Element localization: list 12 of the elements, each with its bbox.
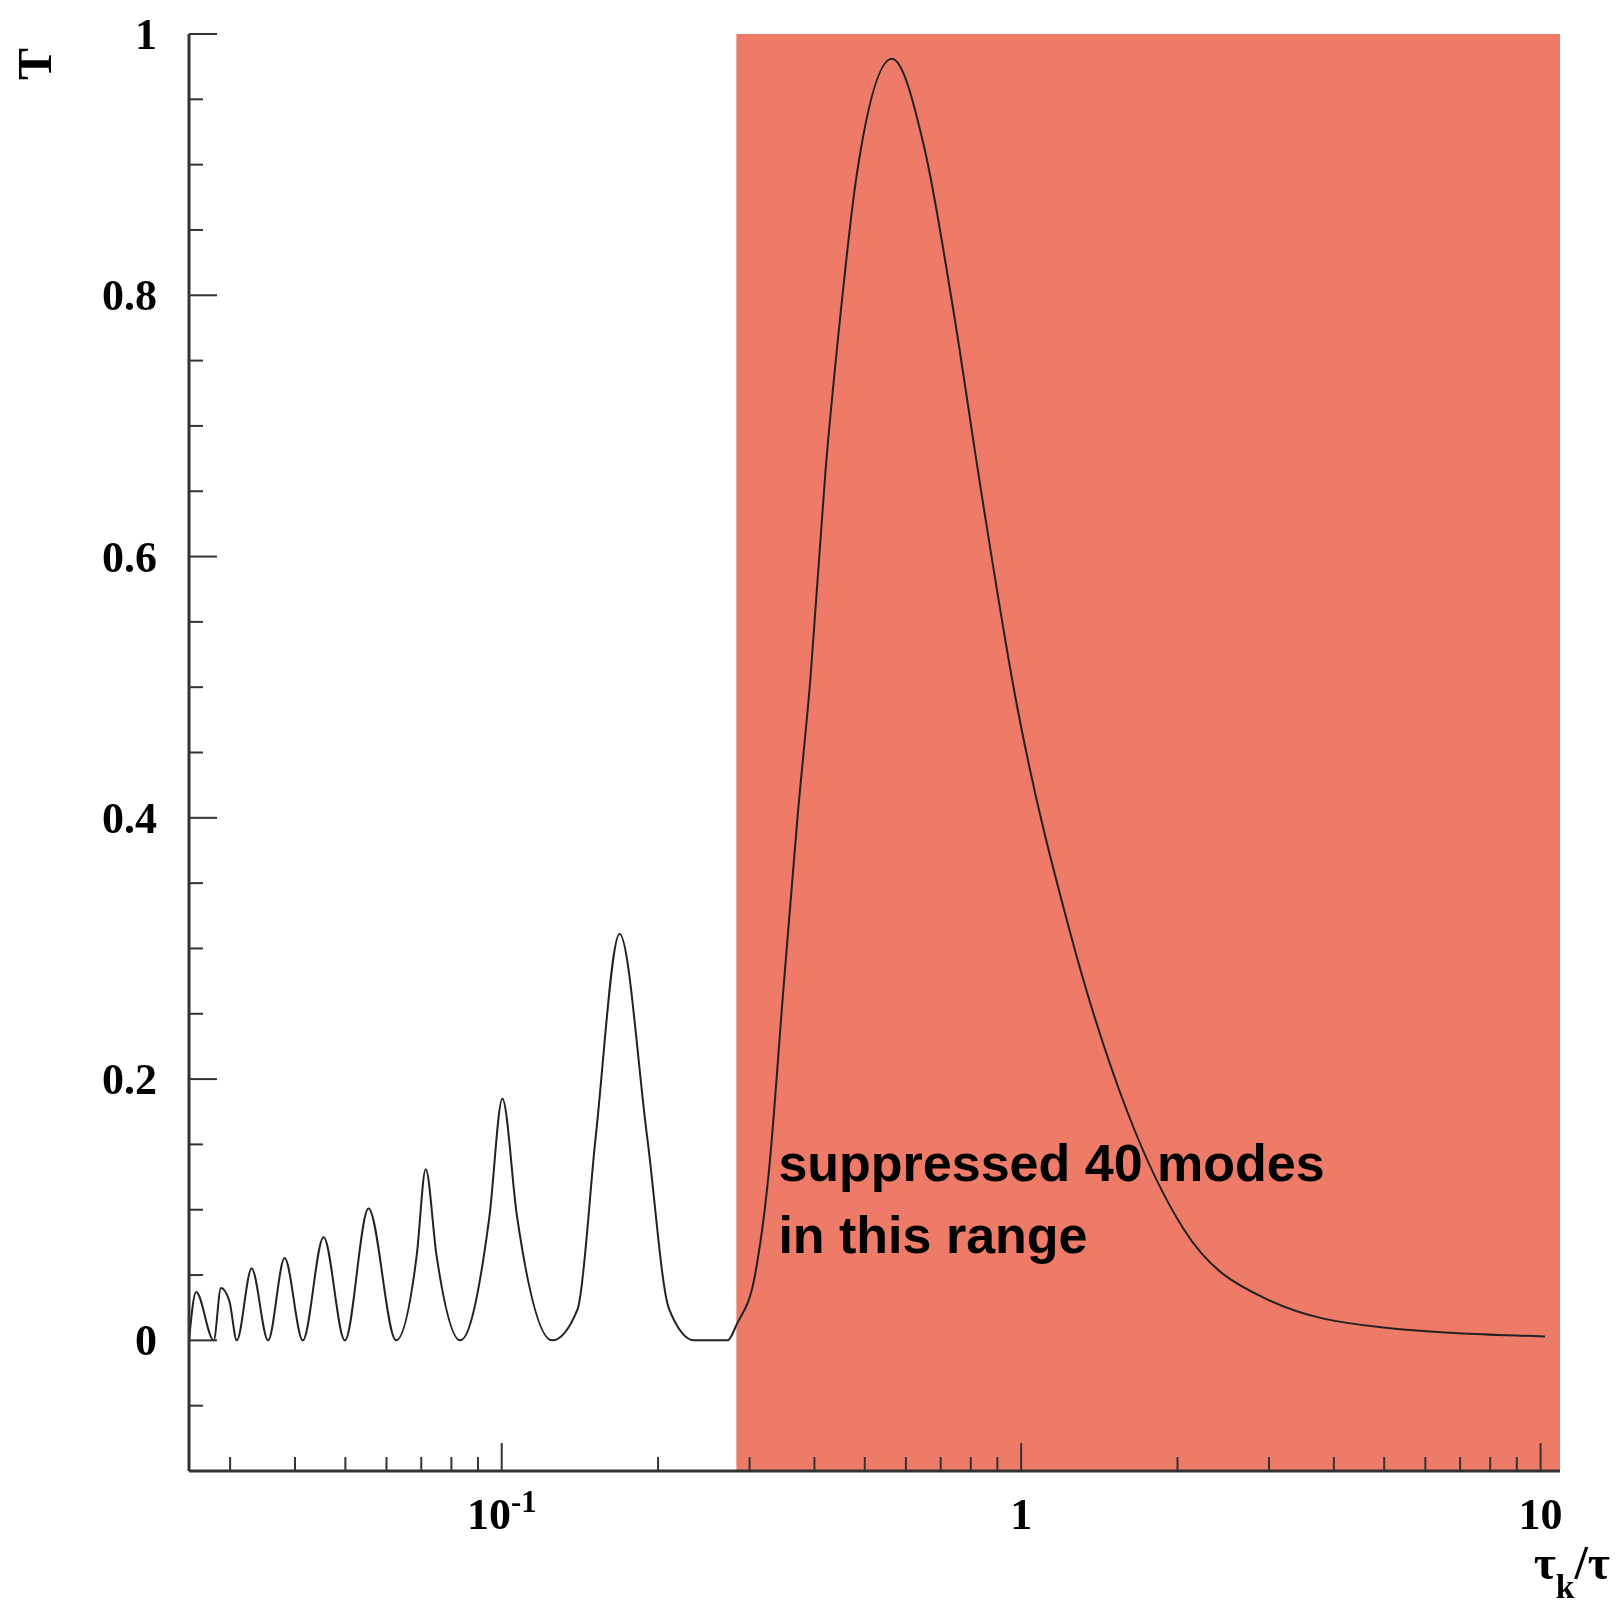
y-tick-label: 0.4	[102, 793, 157, 843]
y-axis-title: T	[8, 47, 62, 81]
band-label: suppressed 40 modes in this range	[778, 1134, 1325, 1264]
x-tick-label: 10$^{-1}$	[466, 1485, 537, 1539]
x-tick-label: 10	[1518, 1490, 1563, 1539]
y-tick-label: 0.6	[102, 532, 157, 582]
x-axis-title: τ$_{k}$/τ	[1533, 1536, 1610, 1605]
x-tick-label: 1	[1010, 1490, 1033, 1539]
y-tick-label: 1	[135, 10, 157, 59]
y-tick-label: 0	[135, 1316, 157, 1366]
y-tick-label: 0.8	[102, 271, 157, 321]
y-tick-label: 0.2	[102, 1055, 157, 1105]
